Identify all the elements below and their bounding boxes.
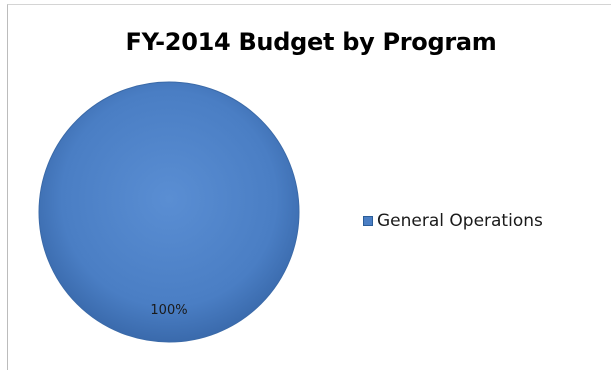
legend: General Operations [363,211,543,231]
legend-label: General Operations [377,211,543,231]
chart-title: FY-2014 Budget by Program [125,28,497,56]
pie-data-label: 100% [150,303,187,318]
legend-swatch [363,216,373,226]
pie-slice-general-operations [38,81,300,343]
